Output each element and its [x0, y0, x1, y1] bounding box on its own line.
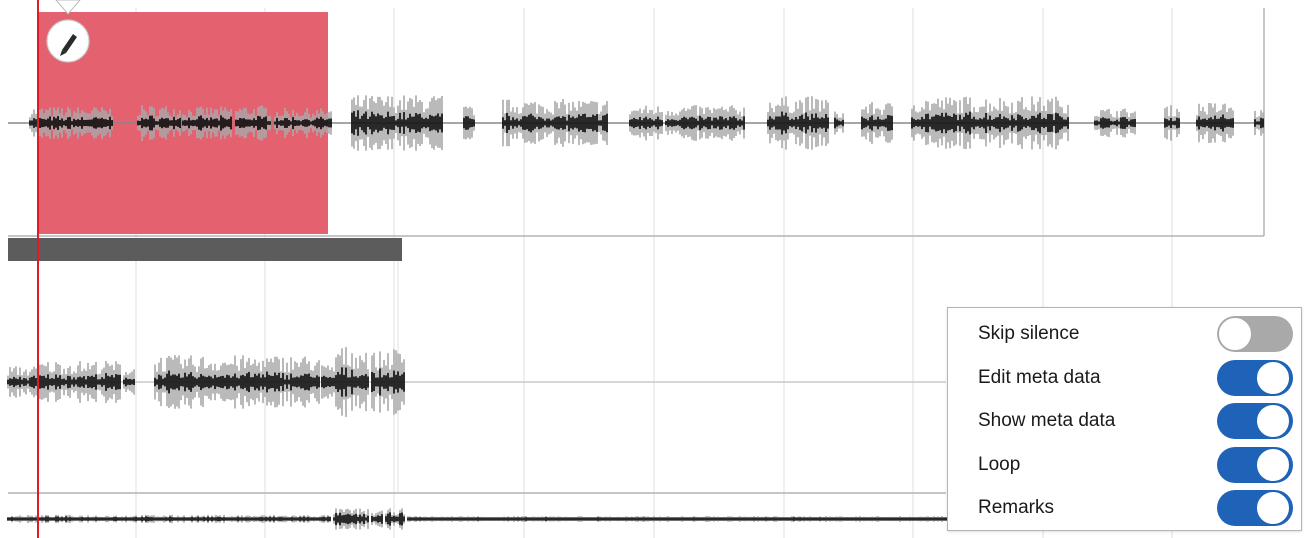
toggle-knob — [1257, 405, 1289, 437]
setting-show-meta-data: Show meta data — [948, 399, 1301, 443]
waveform-overview[interactable] — [7, 508, 947, 530]
skip-silence-toggle[interactable] — [1217, 316, 1293, 352]
waveform-track-2[interactable] — [7, 347, 405, 417]
toggle-knob — [1219, 318, 1251, 350]
setting-edit-meta-data: Edit meta data — [948, 356, 1301, 400]
setting-label: Remarks — [978, 497, 1055, 518]
remarks-toggle[interactable] — [1217, 490, 1293, 526]
setting-label: Loop — [978, 454, 1021, 475]
edit-marker[interactable] — [46, 0, 90, 63]
waveform-track-1[interactable] — [29, 95, 1264, 151]
edit-meta-data-toggle[interactable] — [1217, 360, 1293, 396]
setting-skip-silence: Skip silence — [948, 312, 1301, 356]
loop-toggle[interactable] — [1217, 447, 1293, 483]
setting-loop: Loop — [948, 443, 1301, 487]
setting-label: Skip silence — [978, 323, 1080, 344]
pencil-icon — [60, 34, 77, 56]
marker-pointer — [55, 0, 81, 15]
edit-marker-button[interactable] — [46, 19, 90, 63]
setting-remarks: Remarks — [948, 486, 1301, 530]
toggle-knob — [1257, 492, 1289, 524]
segment-bar[interactable] — [8, 238, 402, 261]
toggle-knob — [1257, 362, 1289, 394]
toggle-knob — [1257, 449, 1289, 481]
settings-panel: Skip silence Edit meta data Show meta da… — [947, 307, 1302, 531]
show-meta-data-toggle[interactable] — [1217, 403, 1293, 439]
setting-label: Show meta data — [978, 410, 1116, 431]
setting-label: Edit meta data — [978, 367, 1101, 388]
